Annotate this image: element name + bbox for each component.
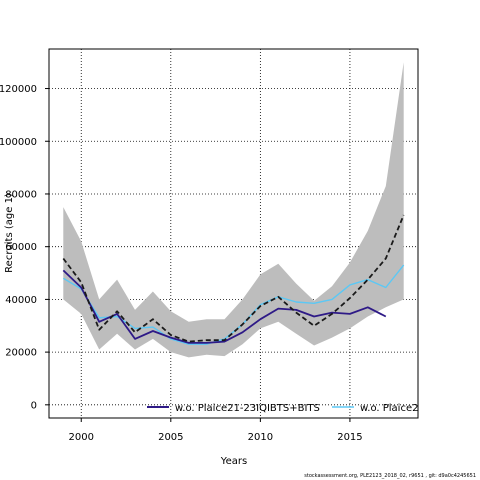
y-tick-label: 60000: [5, 242, 37, 253]
y-tick-label: 80000: [5, 189, 37, 200]
y-tick-label: 0: [31, 400, 37, 411]
x-tick-label: 2005: [158, 432, 183, 443]
grid: [49, 49, 418, 418]
y-axis-label: Recruits (age 1): [4, 193, 15, 273]
x-tick-label: 2000: [69, 432, 94, 443]
y-tick-label: 40000: [5, 295, 37, 306]
footer-credit: stockassessment.org, PLE2123_2018_02, r9…: [304, 473, 476, 479]
x-tick-label: 2010: [248, 432, 273, 443]
plot-frame: [48, 48, 419, 419]
y-tick-label: 20000: [5, 348, 37, 359]
y-tick-label: 120000: [0, 84, 37, 95]
y-tick-label: 100000: [0, 137, 37, 148]
legend-label: w.o. Plaice21-23IQIBTS+BITS: [175, 403, 320, 414]
x-tick-label: 2015: [337, 432, 362, 443]
x-axis-label: Years: [220, 456, 247, 467]
confidence-band: [63, 62, 404, 358]
series-line-2: [62, 269, 387, 344]
legend: w.o. Plaice21-23IQIBTS+BITS w.o. Plaice2: [147, 403, 418, 414]
legend-label: w.o. Plaice2: [360, 403, 418, 414]
axis-ticks: 2000 2005 2010 2015 0 20000 40000 60000 80000 100…: [0, 84, 363, 443]
series-lines: [62, 214, 405, 345]
